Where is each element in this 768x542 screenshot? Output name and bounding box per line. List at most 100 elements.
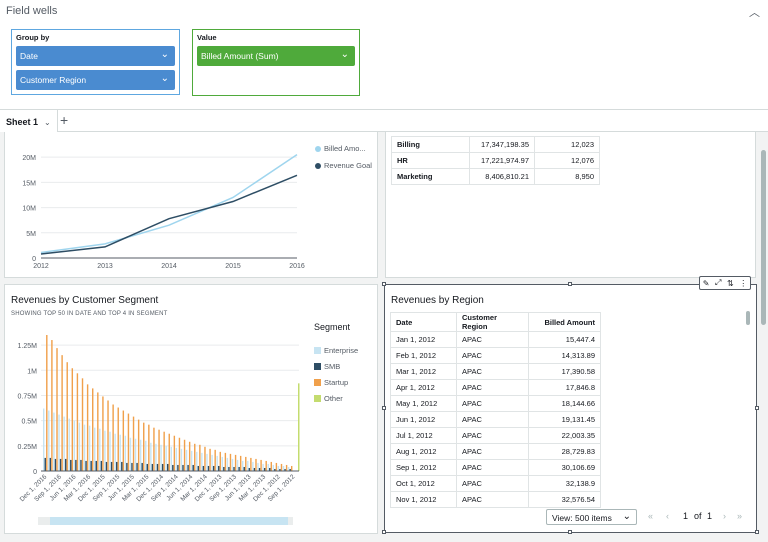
table-row[interactable]: Oct 1, 2012 APAC 32,138.9 xyxy=(390,475,601,492)
legend-item-smb[interactable]: SMB xyxy=(314,362,340,371)
chart-scrollbar-thumb[interactable] xyxy=(50,517,288,525)
table-row[interactable]: Jul 1, 2012 APAC 22,003.35 xyxy=(390,427,601,444)
table-cell: 19,131.45 xyxy=(528,411,601,428)
y-tick-label: 0 xyxy=(32,256,36,263)
bar xyxy=(61,355,63,471)
table-cell: HR xyxy=(391,152,470,169)
resize-handle[interactable] xyxy=(755,530,759,534)
bar xyxy=(224,452,227,471)
column-header[interactable]: Billed Amount xyxy=(528,312,601,332)
bar xyxy=(173,435,176,471)
table-row[interactable]: Jun 1, 2012 APAC 19,131.45 xyxy=(390,411,601,428)
bar xyxy=(194,443,196,471)
bar xyxy=(298,383,300,471)
department-table-visual[interactable]: Billing 17,347,198.35 12,023 HR 17,221,974.9… xyxy=(385,132,756,278)
table-scrollbar-thumb[interactable] xyxy=(746,311,750,325)
table-cell: APAC xyxy=(456,363,529,380)
table-row[interactable]: Apr 1, 2012 APAC 17,846.8 xyxy=(390,379,601,396)
bar xyxy=(277,465,280,471)
bar xyxy=(148,424,150,471)
expand-icon[interactable]: ⤢ xyxy=(715,278,722,287)
legend-item-other[interactable]: Other xyxy=(314,394,343,403)
swap-icon[interactable]: ⇅ xyxy=(726,278,734,288)
view-select-label: View: 500 items xyxy=(552,513,612,523)
chevron-down-icon[interactable]: ⌄ xyxy=(44,118,51,127)
bar xyxy=(156,463,159,471)
group-by-field-region[interactable]: Customer Region ⌄ xyxy=(16,70,175,90)
table-cell: APAC xyxy=(456,475,529,492)
line-chart-visual[interactable]: 0 5M 10M 15M 20M 2012 2013 2014 2015 2016 Billed … xyxy=(4,132,378,278)
resize-handle[interactable] xyxy=(382,282,386,286)
legend-item-billed[interactable]: Billed Amo... xyxy=(315,144,366,153)
table-cell: Jun 1, 2012 xyxy=(390,411,457,428)
table-cell: 22,003.35 xyxy=(528,427,601,444)
legend-item-goal[interactable]: Revenue Goal xyxy=(315,161,372,170)
table-cell: APAC xyxy=(456,331,529,348)
resize-handle[interactable] xyxy=(755,406,759,410)
table-row[interactable]: HR 17,221,974.97 12,076 xyxy=(391,152,600,169)
column-header[interactable]: Date xyxy=(390,312,457,332)
page-scrollbar[interactable] xyxy=(758,132,768,542)
group-by-field-date[interactable]: Date ⌄ xyxy=(16,46,175,66)
tab-sheet-1[interactable]: Sheet 1 ⌄ xyxy=(0,110,58,132)
bar xyxy=(289,468,291,471)
bar xyxy=(160,444,162,471)
page-number[interactable]: 1 xyxy=(683,511,689,521)
edit-pencil-icon[interactable]: ✎ xyxy=(702,278,710,288)
bar xyxy=(112,404,114,471)
chart-scrollbar-track[interactable] xyxy=(38,517,293,525)
table-row[interactable]: Mar 1, 2012 APAC 17,390.58 xyxy=(390,363,601,380)
bar xyxy=(245,456,247,471)
segment-chart-visual[interactable]: Revenues by Customer Segment SHOWING TOP… xyxy=(4,284,378,534)
y-tick-label: 0.25M xyxy=(18,444,38,451)
bar xyxy=(153,427,155,471)
prev-page-icon[interactable]: ‹ xyxy=(666,511,669,521)
region-table-visual[interactable]: Revenues by Region Date Customer Region Bi… xyxy=(384,284,757,533)
table-row[interactable]: Nov 1, 2012 APAC 32,576.54 xyxy=(390,491,601,508)
bar xyxy=(284,468,286,471)
bar xyxy=(214,449,216,471)
first-page-icon[interactable]: « xyxy=(648,511,654,521)
field-wells-title: Field wells xyxy=(6,5,58,17)
legend-item-enterprise[interactable]: Enterprise xyxy=(314,346,358,355)
bar xyxy=(248,467,251,471)
y-tick-label: 0.75M xyxy=(18,393,38,400)
sheet-tab-bar: Sheet 1 ⌄ + xyxy=(0,110,768,132)
bar xyxy=(233,466,235,471)
y-tick-label: 1M xyxy=(27,368,37,375)
next-page-icon[interactable]: › xyxy=(723,511,726,521)
bar xyxy=(139,439,142,471)
resize-handle[interactable] xyxy=(568,530,572,534)
column-header[interactable]: Customer Region xyxy=(456,312,529,332)
add-sheet-icon[interactable]: + xyxy=(60,112,69,128)
resize-handle[interactable] xyxy=(568,282,572,286)
bar xyxy=(126,462,128,471)
bar xyxy=(44,457,46,471)
bar xyxy=(228,466,230,471)
table-row[interactable]: May 1, 2012 APAC 18,144.66 xyxy=(390,395,601,412)
line-chart: 0 5M 10M 15M 20M 2012 2013 2014 2015 2016 xyxy=(22,153,305,270)
bar xyxy=(243,466,245,471)
table-row[interactable]: Marketing 8,406,810.21 8,950 xyxy=(391,168,600,185)
table-row[interactable]: Jan 1, 2012 APAC 15,447.4 xyxy=(390,331,601,348)
resize-handle[interactable] xyxy=(382,406,386,410)
bar xyxy=(216,455,218,471)
value-label: Value xyxy=(197,33,217,42)
last-page-icon[interactable]: » xyxy=(737,511,743,521)
table-row[interactable]: Aug 1, 2012 APAC 28,729.83 xyxy=(390,443,601,460)
table-row[interactable]: Feb 1, 2012 APAC 14,313.89 xyxy=(390,347,601,364)
value-field-billed-amount[interactable]: Billed Amount (Sum) ⌄ xyxy=(197,46,355,66)
view-items-select[interactable]: View: 500 items ⌄ xyxy=(546,509,637,525)
legend-item-startup[interactable]: Startup xyxy=(314,378,348,387)
resize-handle[interactable] xyxy=(382,530,386,534)
table-row[interactable]: Sep 1, 2012 APAC 30,106.69 xyxy=(390,459,601,476)
scrollbar-thumb[interactable] xyxy=(761,150,766,325)
table-row[interactable]: Billing 17,347,198.35 12,023 xyxy=(391,136,600,153)
visual-toolbar: ✎ ⤢ ⇅ ⋮ xyxy=(699,276,751,290)
table-cell: APAC xyxy=(456,411,529,428)
collapse-chevron-icon[interactable]: ︿ xyxy=(749,7,760,19)
more-menu-icon[interactable]: ⋮ xyxy=(739,278,748,288)
bar xyxy=(100,460,103,471)
y-tick-label: 15M xyxy=(22,180,36,187)
